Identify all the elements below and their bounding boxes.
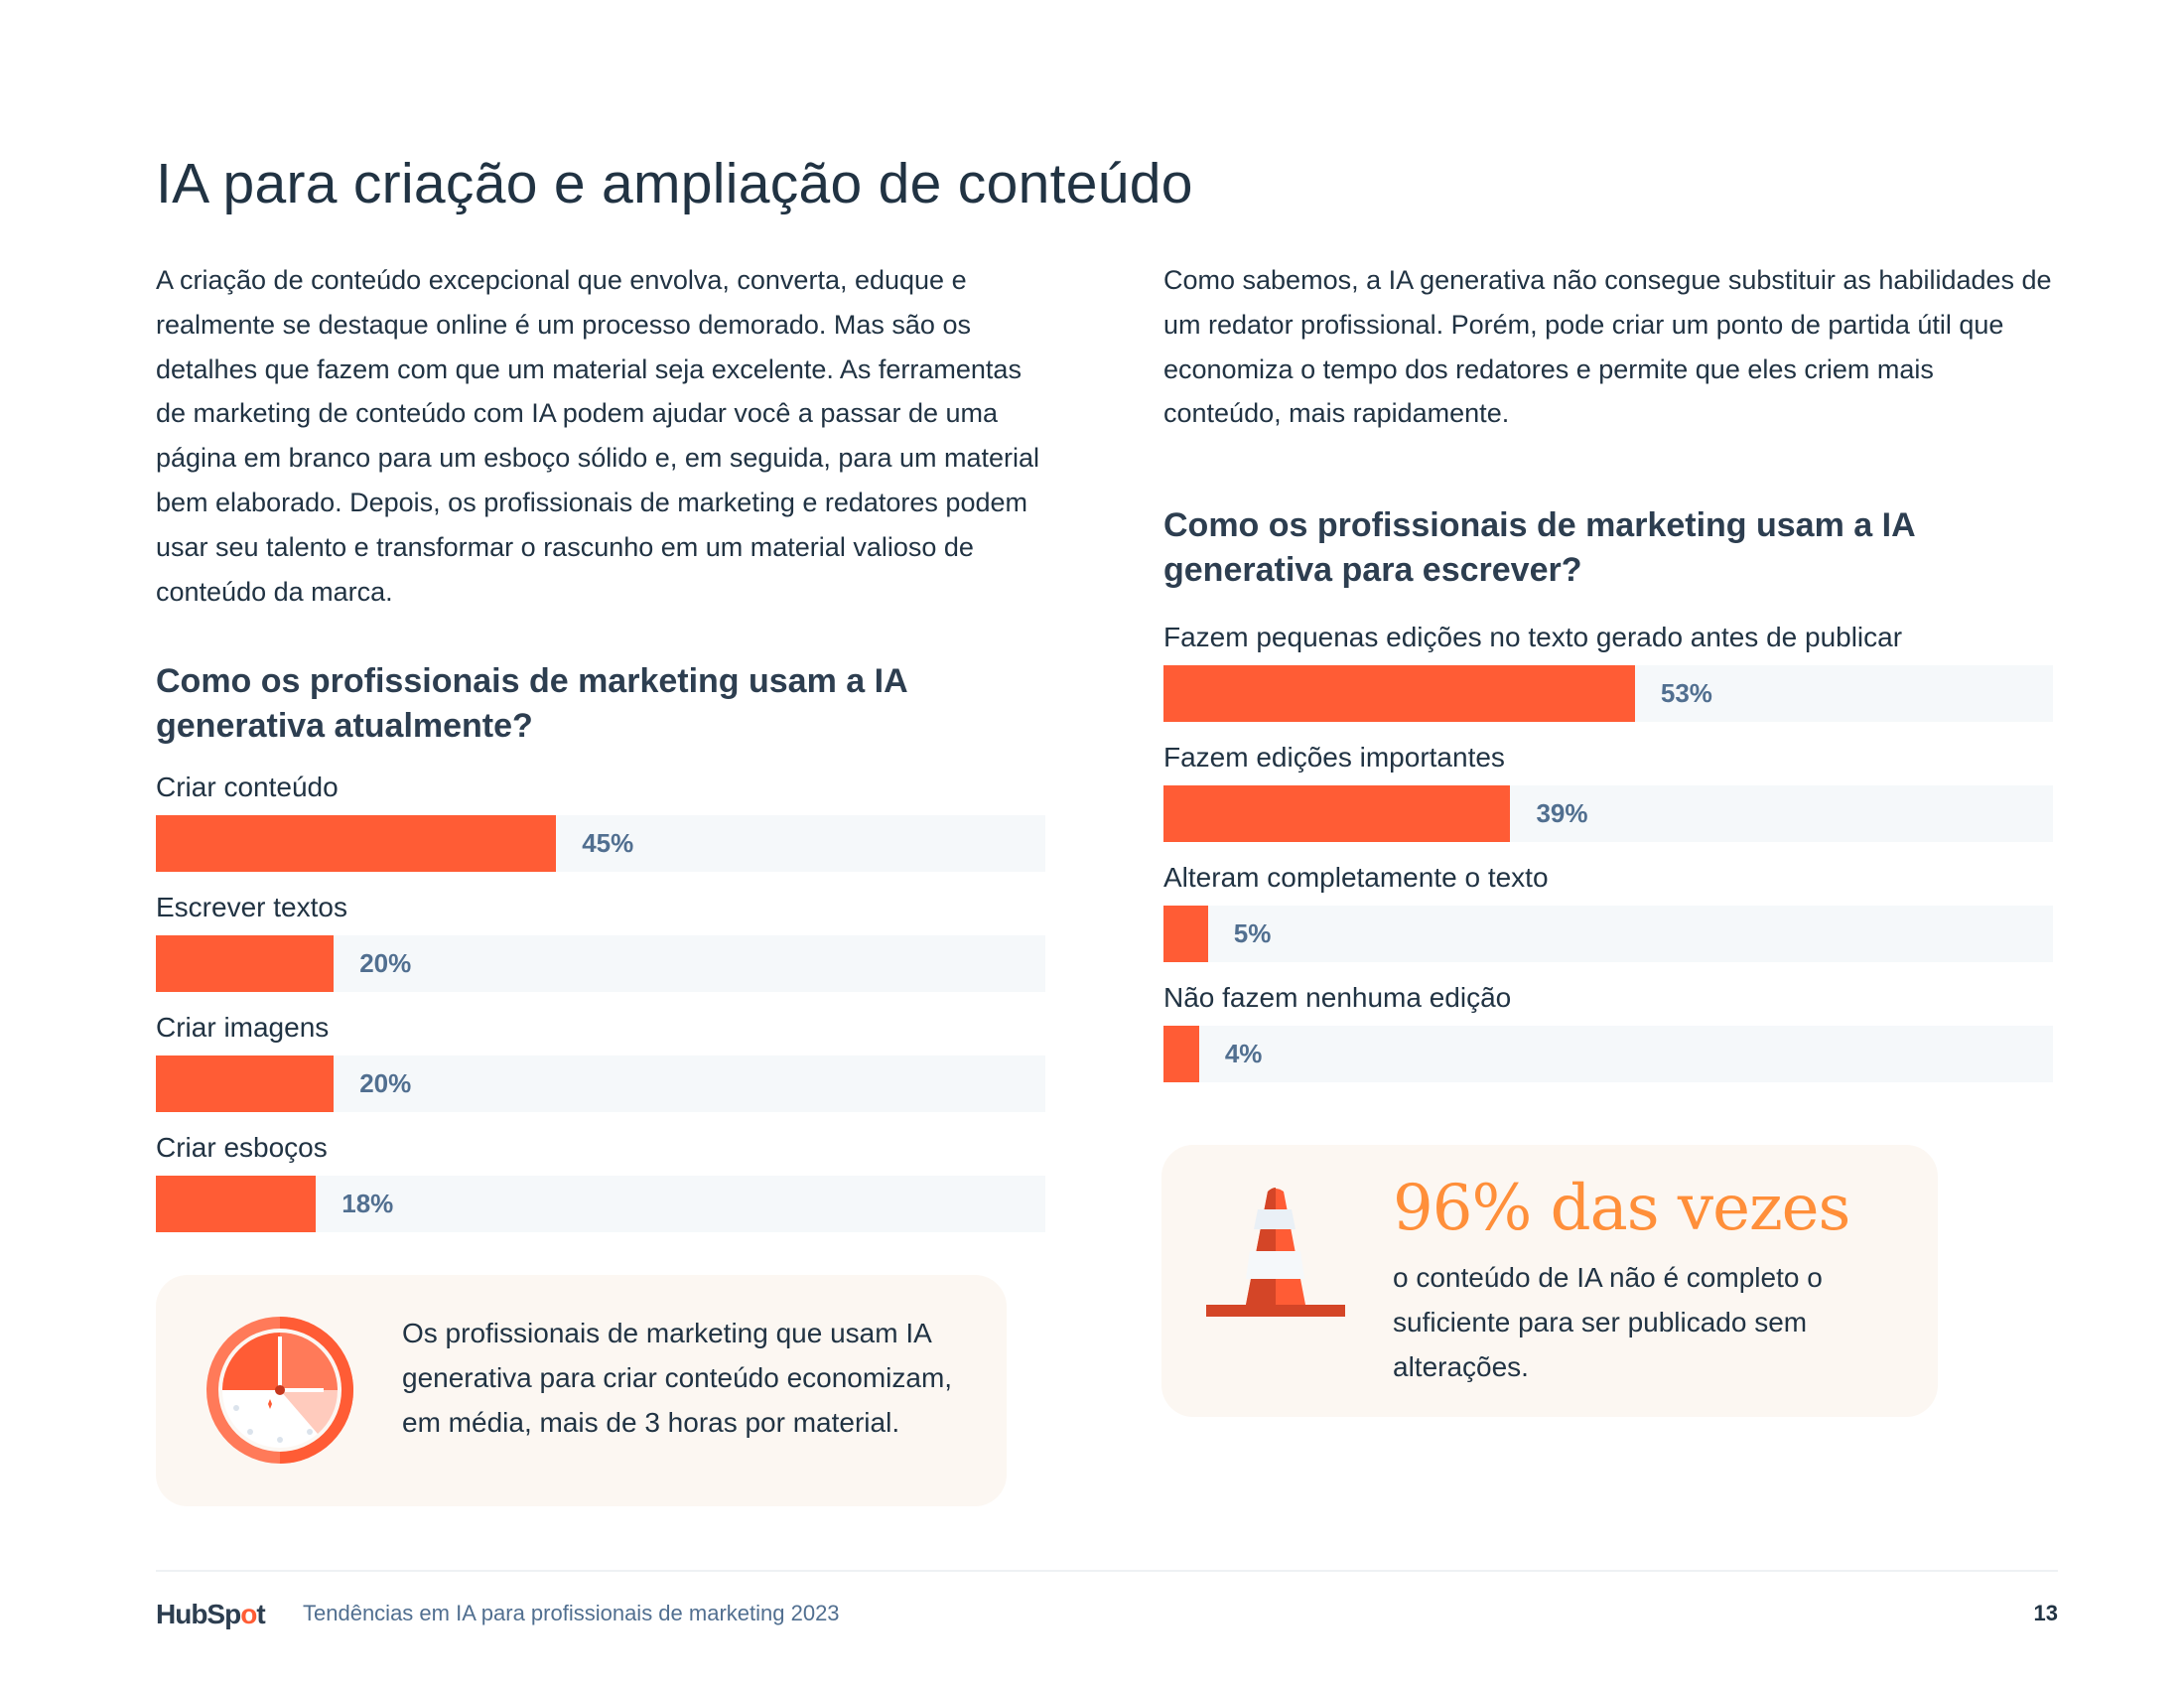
bar-track: 5% [1163,906,2053,962]
bar-row: Não fazem nenhuma edição 4% [1163,978,2053,1082]
bar-category-label: Fazem pequenas edições no texto gerado a… [1163,622,1903,652]
bar-value-label: 5% [1233,918,1272,948]
bar [1163,785,1511,842]
bar-row: Criar conteúdo 45% [156,768,1045,872]
bar [1163,906,1208,962]
bar-category-label: Alteram completamente o texto [1163,862,1549,893]
bar-category-label: Não fazem nenhuma edição [1163,982,1512,1013]
bar [156,1055,335,1112]
time-saved-text: Os profissionais de marketing que usam I… [402,1318,953,1438]
traffic-cone-icon [1206,1188,1345,1317]
intro-paragraph: A criação de conteúdo excepcional que en… [156,265,1039,607]
bar-value-label: 20% [359,948,412,978]
bar-track: 18% [156,1176,1045,1232]
bar [156,815,557,872]
bar-category-label: Criar imagens [156,1012,330,1043]
footer-text: Tendências em IA para profissionais de m… [303,1601,840,1625]
bar-category-label: Criar conteúdo [156,772,339,802]
bar-row: Fazem edições importantes 39% [1163,738,2053,842]
bar-value-label: 45% [582,828,634,858]
hubspot-logo: HubSpot [156,1599,266,1629]
chart-1-title: Como os profissionais de marketing usam … [156,662,907,745]
bar-value-label: 4% [1224,1039,1263,1068]
bar-track: 45% [156,815,1045,872]
bar [1163,665,1635,722]
bar-value-label: 20% [359,1068,412,1098]
stopwatch-icon [206,1317,353,1464]
bar-track: 39% [1163,785,2053,842]
bar-row: Alteram completamente o texto 5% [1163,858,2053,962]
bar-row: Fazem pequenas edições no texto gerado a… [1163,618,2053,722]
bar-value-label: 53% [1660,678,1712,708]
bar [1163,1026,1199,1082]
bar-track: 4% [1163,1026,2053,1082]
chart-2-title: Como os profissionais de marketing usam … [1163,506,1915,589]
bar-category-label: Escrever textos [156,892,347,922]
bar [156,1176,317,1232]
bar-category-label: Criar esboços [156,1132,328,1163]
bar [156,935,335,992]
stat-headline: 96% das vezes [1393,1172,1850,1245]
bar-value-label: 39% [1536,798,1588,828]
page-title: IA para criação e ampliação de conteúdo [156,152,1193,215]
bar-track: 53% [1163,665,2053,722]
bar-category-label: Fazem edições importantes [1163,742,1505,773]
page-number: 13 [2033,1601,2058,1625]
bar-row: Criar imagens 20% [156,1008,1045,1112]
footer-divider [156,1570,2058,1572]
bar-value-label: 18% [341,1189,394,1218]
bar-row: Criar esboços 18% [156,1128,1045,1232]
bar-track: 20% [156,1055,1045,1112]
stat-text: o conteúdo de IA não é completo o sufici… [1393,1262,1823,1382]
bar-track: 20% [156,935,1045,992]
bar-row: Escrever textos 20% [156,888,1045,992]
second-paragraph: Como sabemos, a IA generativa não conseg… [1163,265,2052,429]
